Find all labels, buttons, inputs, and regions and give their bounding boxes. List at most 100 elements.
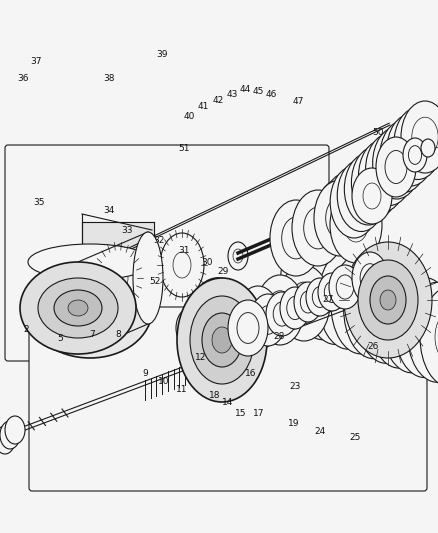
Ellipse shape — [0, 426, 15, 454]
Text: 46: 46 — [265, 91, 276, 99]
Ellipse shape — [307, 265, 337, 314]
Text: 29: 29 — [217, 268, 228, 276]
Text: 19: 19 — [287, 419, 298, 428]
Text: 52: 52 — [148, 277, 160, 286]
Text: 26: 26 — [367, 342, 378, 351]
Ellipse shape — [265, 292, 297, 336]
Text: 41: 41 — [197, 102, 208, 111]
Ellipse shape — [420, 139, 434, 157]
Text: 15: 15 — [234, 409, 246, 417]
Ellipse shape — [277, 265, 329, 341]
Text: 32: 32 — [153, 237, 164, 245]
Ellipse shape — [190, 296, 254, 384]
Ellipse shape — [0, 421, 20, 449]
Ellipse shape — [315, 179, 363, 251]
Ellipse shape — [332, 274, 362, 324]
Ellipse shape — [336, 159, 385, 231]
Ellipse shape — [227, 242, 247, 270]
Text: 45: 45 — [252, 87, 263, 96]
Ellipse shape — [419, 287, 438, 387]
Text: 36: 36 — [17, 75, 28, 83]
Ellipse shape — [328, 265, 360, 309]
Ellipse shape — [201, 297, 234, 343]
Ellipse shape — [5, 416, 25, 444]
Text: 24: 24 — [313, 427, 325, 436]
Ellipse shape — [354, 169, 381, 209]
Text: 35: 35 — [33, 198, 44, 207]
Ellipse shape — [303, 207, 332, 249]
Ellipse shape — [20, 262, 136, 354]
Ellipse shape — [390, 136, 416, 176]
Ellipse shape — [28, 244, 152, 280]
Ellipse shape — [358, 284, 388, 334]
Text: 40: 40 — [184, 112, 195, 120]
Ellipse shape — [396, 298, 426, 348]
Ellipse shape — [289, 282, 318, 324]
Ellipse shape — [333, 189, 360, 228]
Ellipse shape — [68, 300, 88, 316]
Ellipse shape — [233, 249, 243, 263]
Text: 23: 23 — [289, 382, 300, 391]
Ellipse shape — [28, 262, 152, 358]
Ellipse shape — [404, 124, 430, 163]
Ellipse shape — [324, 281, 339, 302]
Ellipse shape — [311, 287, 327, 308]
Ellipse shape — [272, 302, 290, 326]
Ellipse shape — [409, 303, 438, 352]
Ellipse shape — [266, 290, 293, 329]
Ellipse shape — [159, 233, 204, 297]
Ellipse shape — [320, 270, 350, 319]
Ellipse shape — [368, 156, 395, 196]
Ellipse shape — [215, 295, 255, 355]
Text: 25: 25 — [348, 433, 360, 441]
Ellipse shape — [371, 288, 400, 338]
Ellipse shape — [291, 190, 343, 266]
Text: 10: 10 — [157, 377, 169, 385]
Text: 43: 43 — [226, 91, 237, 99]
Ellipse shape — [394, 278, 438, 377]
Ellipse shape — [305, 278, 333, 316]
Ellipse shape — [402, 138, 426, 172]
Ellipse shape — [369, 276, 405, 324]
Text: 31: 31 — [178, 246, 190, 255]
Ellipse shape — [393, 108, 438, 180]
Ellipse shape — [173, 252, 191, 278]
Ellipse shape — [379, 290, 395, 310]
Ellipse shape — [347, 176, 374, 215]
Ellipse shape — [386, 114, 434, 186]
Ellipse shape — [336, 275, 353, 299]
Ellipse shape — [96, 246, 140, 310]
Ellipse shape — [279, 235, 339, 335]
Text: 8: 8 — [115, 330, 121, 339]
Ellipse shape — [383, 293, 413, 343]
FancyBboxPatch shape — [5, 145, 328, 361]
Ellipse shape — [177, 278, 266, 402]
Ellipse shape — [330, 254, 390, 354]
Ellipse shape — [421, 307, 438, 357]
Ellipse shape — [340, 182, 367, 222]
Text: 51: 51 — [178, 144, 190, 152]
Ellipse shape — [294, 260, 324, 310]
Ellipse shape — [356, 263, 415, 364]
Ellipse shape — [133, 232, 162, 324]
Ellipse shape — [400, 101, 438, 173]
Ellipse shape — [375, 150, 402, 189]
Ellipse shape — [358, 140, 406, 212]
Ellipse shape — [48, 278, 132, 342]
Ellipse shape — [411, 117, 437, 157]
Ellipse shape — [281, 217, 310, 259]
Text: 9: 9 — [142, 369, 148, 377]
Ellipse shape — [368, 268, 428, 368]
Ellipse shape — [237, 312, 258, 343]
Ellipse shape — [54, 290, 102, 326]
Text: 38: 38 — [103, 75, 114, 83]
Ellipse shape — [381, 273, 438, 373]
Ellipse shape — [343, 208, 367, 242]
Ellipse shape — [383, 143, 409, 183]
Text: 33: 33 — [121, 226, 133, 235]
Ellipse shape — [227, 300, 267, 356]
Ellipse shape — [318, 249, 377, 349]
Text: 44: 44 — [239, 85, 250, 94]
Text: 37: 37 — [30, 57, 42, 66]
Ellipse shape — [372, 127, 420, 199]
